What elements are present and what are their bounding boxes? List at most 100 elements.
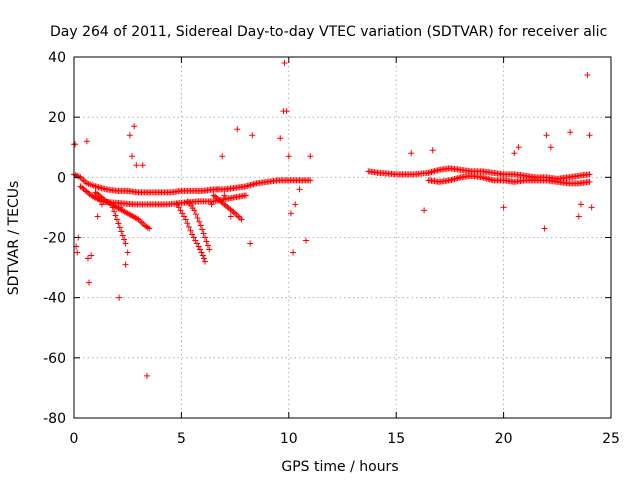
data-point: [180, 213, 187, 220]
data-point: [203, 238, 210, 245]
plot-frame: [73, 56, 612, 419]
data-point: [283, 108, 290, 115]
data-point: [204, 242, 211, 249]
data-point: [500, 204, 507, 211]
data-point: [290, 249, 297, 256]
axis-ticks: 0 5 10 15 20 25 -80 -60 -40 -20 0 20 40: [43, 50, 620, 447]
data-point: [192, 211, 199, 218]
data-point: [577, 201, 584, 208]
data-points: [71, 60, 595, 379]
y-tick-label: -60: [43, 351, 66, 367]
y-tick-label: 40: [48, 50, 66, 66]
data-point: [199, 226, 206, 233]
data-point: [586, 132, 593, 139]
data-point: [146, 225, 153, 232]
data-point: [285, 153, 292, 160]
data-point: [182, 216, 189, 223]
y-tick-label: -40: [43, 291, 66, 307]
data-point: [227, 213, 234, 220]
data-point: [200, 230, 207, 237]
x-axis-label: GPS time / hours: [281, 459, 398, 475]
data-point: [121, 236, 128, 243]
data-point: [567, 129, 574, 136]
data-point: [174, 201, 181, 208]
data-point: [189, 231, 196, 238]
data-point: [111, 208, 118, 215]
data-point: [302, 237, 309, 244]
data-point: [197, 246, 204, 253]
data-point: [94, 213, 101, 220]
data-point: [543, 132, 550, 139]
data-point: [202, 234, 209, 241]
data-point: [408, 150, 415, 157]
data-point: [200, 255, 207, 262]
data-point: [541, 225, 548, 232]
data-point: [144, 224, 151, 231]
data-point: [221, 192, 228, 199]
data-point: [131, 123, 138, 130]
data-point: [277, 135, 284, 142]
data-point: [219, 153, 226, 160]
data-point: [118, 228, 125, 235]
x-tick-label: 10: [280, 431, 298, 447]
y-tick-label: -80: [43, 411, 66, 427]
data-point: [72, 141, 79, 148]
data-point: [234, 126, 241, 133]
y-tick-label: 20: [48, 110, 66, 126]
data-point: [98, 201, 105, 208]
data-point: [122, 261, 129, 268]
y-axis-label: SDTVAR / TECUs: [6, 181, 22, 296]
data-point: [184, 220, 191, 227]
data-point: [249, 132, 256, 139]
x-tick-label: 15: [387, 431, 405, 447]
data-point: [588, 204, 595, 211]
data-point: [124, 249, 131, 256]
data-point: [175, 204, 182, 211]
data-point: [115, 220, 122, 227]
data-point: [586, 171, 593, 178]
data-point: [193, 240, 200, 247]
data-point: [196, 218, 203, 225]
data-point: [128, 153, 135, 160]
data-point: [281, 60, 288, 67]
data-point: [199, 252, 206, 259]
data-point: [197, 222, 204, 229]
data-point: [88, 252, 95, 259]
data-point: [119, 232, 126, 239]
data-point: [307, 153, 314, 160]
data-point: [192, 237, 199, 244]
data-point: [242, 192, 249, 199]
data-point: [296, 186, 303, 193]
data-point: [86, 279, 93, 286]
data-point: [198, 249, 205, 256]
data-point: [547, 144, 554, 151]
data-point: [113, 216, 120, 223]
data-point: [206, 246, 213, 253]
data-point: [190, 234, 197, 241]
data-point: [515, 144, 522, 151]
data-point: [116, 294, 123, 301]
data-point: [112, 212, 119, 219]
grid-lines: [74, 57, 611, 418]
data-point: [307, 177, 314, 184]
data-point: [214, 186, 221, 193]
x-tick-label: 0: [70, 431, 79, 447]
x-tick-label: 25: [602, 431, 620, 447]
data-point: [287, 210, 294, 217]
data-point: [195, 243, 202, 250]
x-tick-label: 5: [177, 431, 186, 447]
data-point: [74, 249, 81, 256]
data-point: [247, 240, 254, 247]
data-point: [83, 138, 90, 145]
data-point: [139, 162, 146, 169]
chart-title: Day 264 of 2011, Sidereal Day-to-day VTE…: [50, 24, 607, 40]
data-point: [122, 240, 129, 247]
data-point: [117, 204, 124, 211]
y-tick-label: -20: [43, 231, 66, 247]
data-point: [586, 178, 593, 185]
data-point: [511, 150, 518, 157]
data-point: [144, 372, 151, 379]
y-tick-label: 0: [57, 170, 66, 186]
data-point: [421, 207, 428, 214]
